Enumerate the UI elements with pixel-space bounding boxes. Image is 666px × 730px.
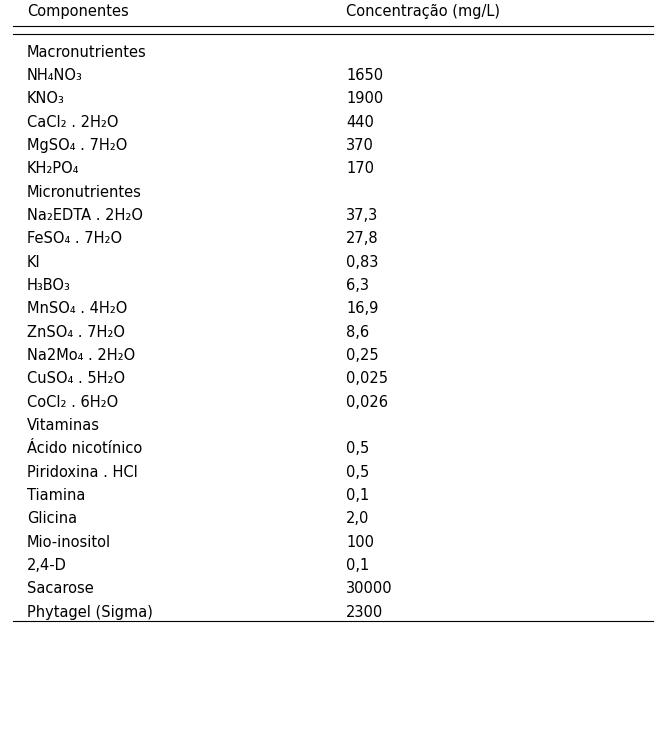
Text: 100: 100 — [346, 534, 374, 550]
Text: MgSO₄ . 7H₂O: MgSO₄ . 7H₂O — [27, 138, 127, 153]
Text: KNO₃: KNO₃ — [27, 91, 65, 107]
Text: 1900: 1900 — [346, 91, 384, 107]
Text: Phytagel (Sigma): Phytagel (Sigma) — [27, 604, 153, 620]
Text: ZnSO₄ . 7H₂O: ZnSO₄ . 7H₂O — [27, 325, 125, 339]
Text: KI: KI — [27, 255, 41, 269]
Text: 16,9: 16,9 — [346, 301, 379, 316]
Text: 0,5: 0,5 — [346, 464, 370, 480]
Text: Vitaminas: Vitaminas — [27, 418, 100, 433]
Text: 37,3: 37,3 — [346, 208, 378, 223]
Text: 27,8: 27,8 — [346, 231, 379, 246]
Text: Tiamina: Tiamina — [27, 488, 85, 503]
Text: 0,025: 0,025 — [346, 372, 388, 386]
Text: 2,0: 2,0 — [346, 511, 370, 526]
Text: Micronutrientes: Micronutrientes — [27, 185, 141, 200]
Text: Concentração (mg/L): Concentração (mg/L) — [346, 4, 500, 19]
Text: Sacarose: Sacarose — [27, 581, 93, 596]
Text: 8,6: 8,6 — [346, 325, 370, 339]
Text: Glicina: Glicina — [27, 511, 77, 526]
Text: 170: 170 — [346, 161, 374, 177]
Text: 0,1: 0,1 — [346, 488, 370, 503]
Text: 1650: 1650 — [346, 68, 384, 83]
Text: Componentes: Componentes — [27, 4, 129, 19]
Text: Ácido nicotínico: Ácido nicotínico — [27, 442, 142, 456]
Text: NH₄NO₃: NH₄NO₃ — [27, 68, 83, 83]
Text: 0,1: 0,1 — [346, 558, 370, 573]
Text: FeSO₄ . 7H₂O: FeSO₄ . 7H₂O — [27, 231, 122, 246]
Text: 440: 440 — [346, 115, 374, 130]
Text: CaCl₂ . 2H₂O: CaCl₂ . 2H₂O — [27, 115, 118, 130]
Text: CoCl₂ . 6H₂O: CoCl₂ . 6H₂O — [27, 395, 118, 410]
Text: Na2Mo₄ . 2H₂O: Na2Mo₄ . 2H₂O — [27, 348, 135, 363]
Text: 0,83: 0,83 — [346, 255, 379, 269]
Text: Mio-inositol: Mio-inositol — [27, 534, 111, 550]
Text: 30000: 30000 — [346, 581, 393, 596]
Text: 370: 370 — [346, 138, 374, 153]
Text: 0,25: 0,25 — [346, 348, 379, 363]
Text: KH₂PO₄: KH₂PO₄ — [27, 161, 79, 177]
Text: H₃BO₃: H₃BO₃ — [27, 278, 71, 293]
Text: Na₂EDTA . 2H₂O: Na₂EDTA . 2H₂O — [27, 208, 143, 223]
Text: 2300: 2300 — [346, 604, 384, 620]
Text: Macronutrientes: Macronutrientes — [27, 45, 147, 60]
Text: CuSO₄ . 5H₂O: CuSO₄ . 5H₂O — [27, 372, 125, 386]
Text: 0,5: 0,5 — [346, 442, 370, 456]
Text: MnSO₄ . 4H₂O: MnSO₄ . 4H₂O — [27, 301, 127, 316]
Text: Piridoxina . HCl: Piridoxina . HCl — [27, 464, 137, 480]
Text: 0,026: 0,026 — [346, 395, 388, 410]
Text: 6,3: 6,3 — [346, 278, 370, 293]
Text: 2,4-D: 2,4-D — [27, 558, 67, 573]
